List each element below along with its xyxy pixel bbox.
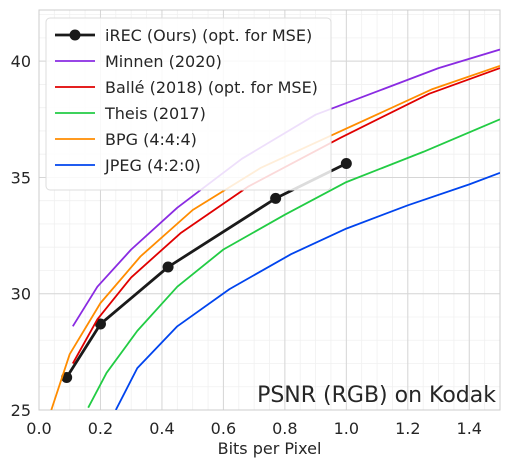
legend-entry: iREC (Ours) (opt. for MSE) <box>105 26 312 45</box>
y-tick-label: 35 <box>11 168 31 187</box>
legend-entry: Ballé (2018) (opt. for MSE) <box>105 78 318 97</box>
x-tick-label: 0.2 <box>88 419 113 438</box>
series-line-3 <box>87 118 500 409</box>
y-tick-label: 30 <box>11 285 31 304</box>
x-tick-label: 0.6 <box>211 419 236 438</box>
legend-entry: BPG (4:4:4) <box>105 130 197 149</box>
legend: iREC (Ours) (opt. for MSE) Minnen (2020) B… <box>45 17 332 191</box>
x-tick-label: 1.4 <box>457 419 482 438</box>
legend-box <box>45 17 332 191</box>
y-tick-label: 25 <box>11 401 31 420</box>
series-line-5 <box>114 171 500 410</box>
x-tick-label: 0.4 <box>149 419 174 438</box>
data-point <box>270 192 282 204</box>
chart-title: PSNR (RGB) on Kodak <box>257 383 496 408</box>
legend-entry: JPEG (4:2:0) <box>104 156 201 175</box>
x-tick-label: 1.0 <box>334 419 359 438</box>
legend-entry: Theis (2017) <box>104 104 206 123</box>
x-axis-label: Bits per Pixel <box>218 439 322 458</box>
plot-frame <box>38 9 501 411</box>
data-point <box>162 261 174 273</box>
series-line-4 <box>50 64 500 410</box>
x-tick-label: 0.0 <box>26 419 51 438</box>
data-point <box>61 371 73 383</box>
y-tick-label: 40 <box>11 52 31 71</box>
tick-labels: 0.0 0.2 0.4 0.6 0.8 1.0 1.2 1.4 25 30 35 40 <box>11 52 482 438</box>
x-tick-label: 0.8 <box>272 419 297 438</box>
data-point <box>340 157 352 169</box>
legend-marker <box>69 29 81 41</box>
data-point <box>94 318 106 330</box>
series-line-2 <box>72 67 500 364</box>
legend-entry: Minnen (2020) <box>105 52 222 71</box>
x-tick-label: 1.2 <box>395 419 420 438</box>
